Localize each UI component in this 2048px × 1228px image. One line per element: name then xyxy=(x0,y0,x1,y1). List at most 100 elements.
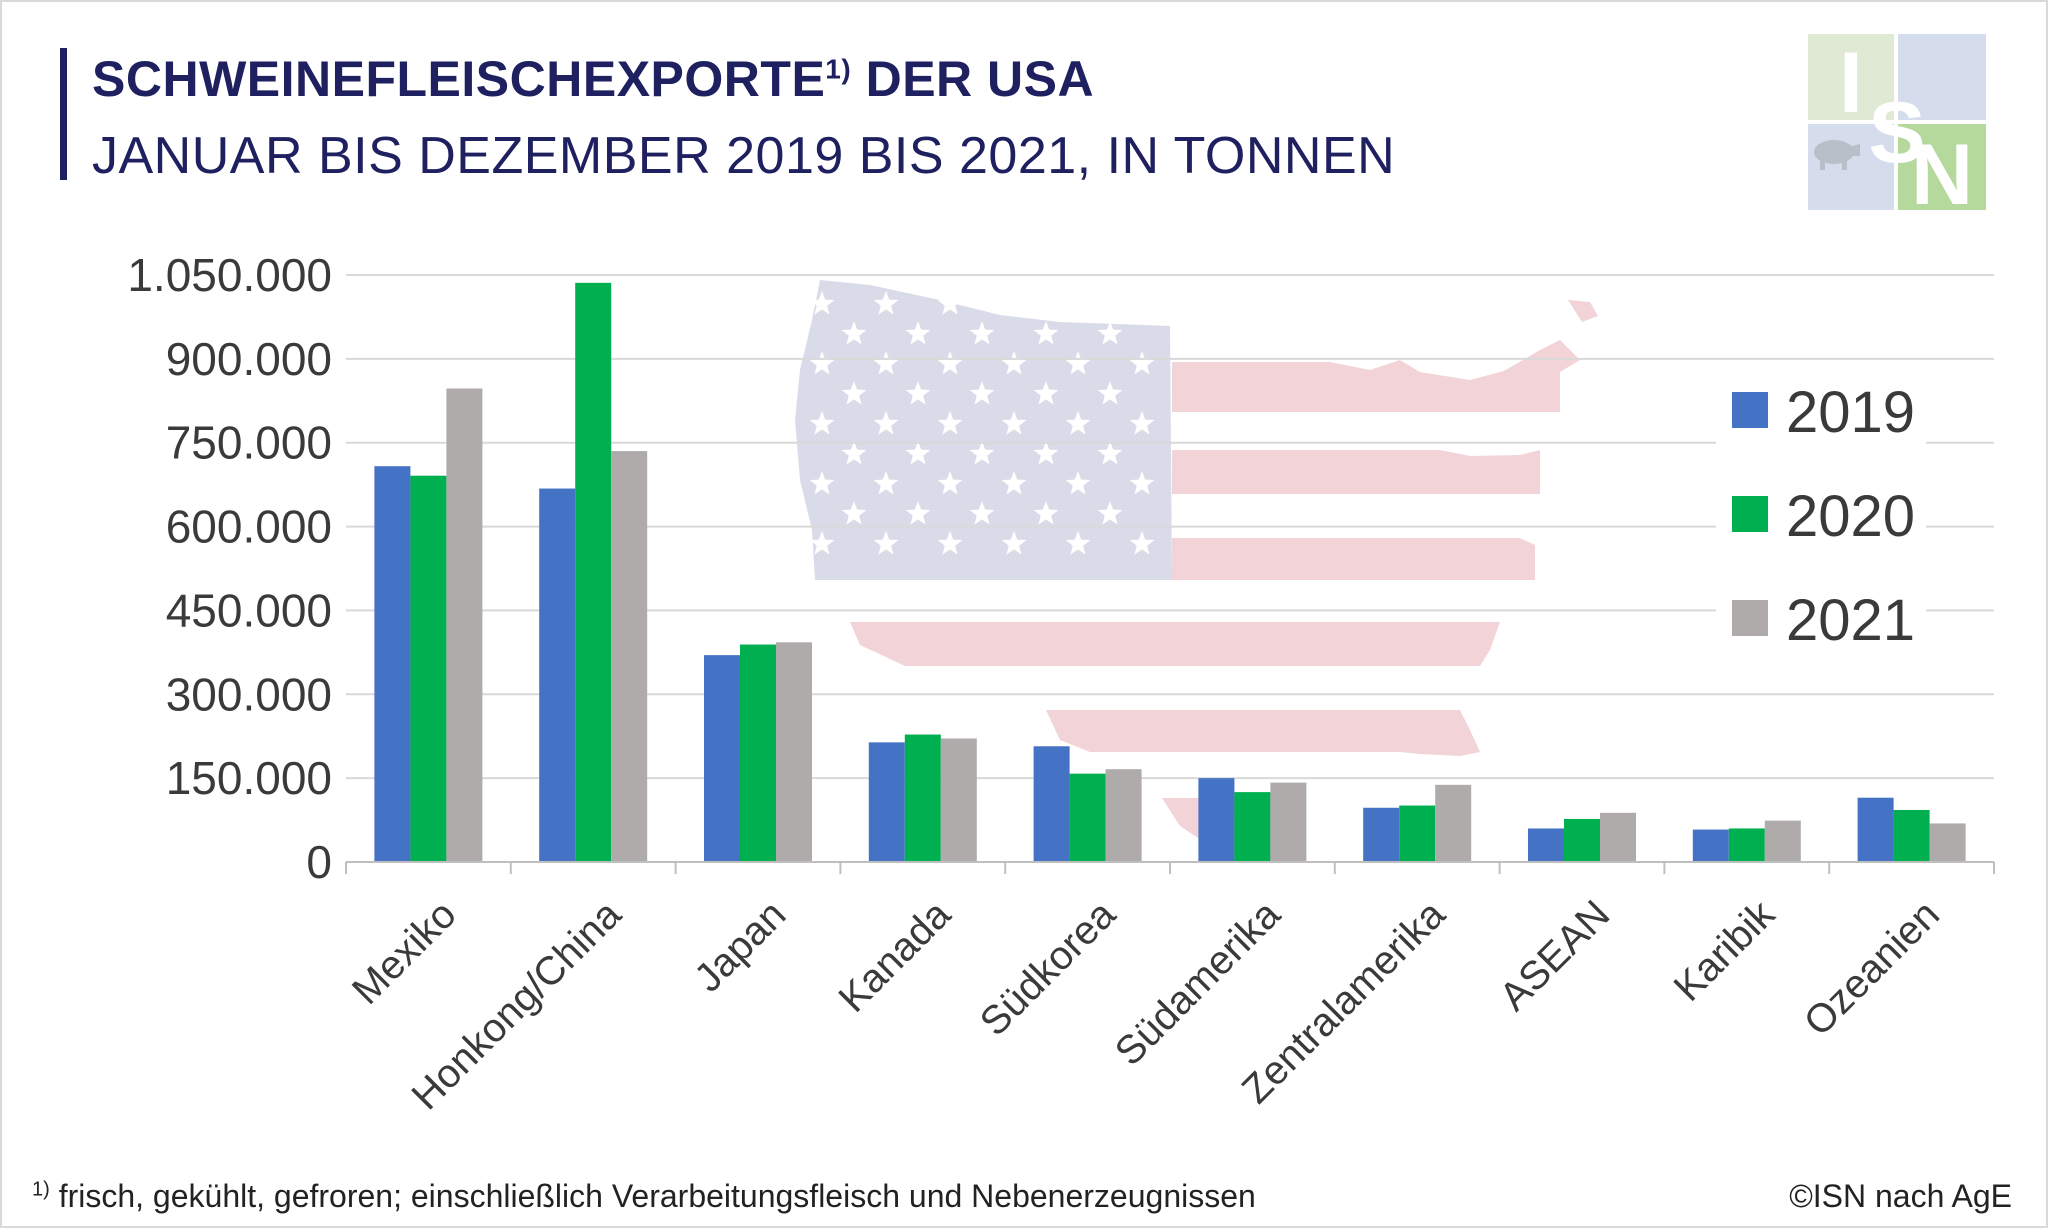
flag-star xyxy=(1129,351,1155,375)
bar-2020-ASEAN xyxy=(1564,818,1600,862)
bar-2020-Südkorea xyxy=(1069,773,1106,862)
flag-star xyxy=(1033,441,1059,465)
footnote-text: frisch, gekühlt, gefroren; einschließlic… xyxy=(49,1178,1256,1214)
bar-2020-Südamerika xyxy=(1234,792,1271,862)
flag-star xyxy=(873,471,899,495)
chart-title: SCHWEINEFLEISCHEXPORTE1) DER USA xyxy=(92,50,1094,108)
flag-star xyxy=(873,531,899,555)
flag-star xyxy=(1001,411,1027,435)
bar-2021-Mexiko xyxy=(446,388,483,862)
x-category-label: Südkorea xyxy=(972,892,1125,1045)
flag-star xyxy=(841,381,867,405)
chart-title-text: SCHWEINEFLEISCHEXPORTE xyxy=(92,51,826,107)
legend-label-2019: 2019 xyxy=(1786,380,1915,445)
flag-star xyxy=(1097,321,1123,345)
x-category-label: Südamerika xyxy=(1107,892,1290,1075)
usa-flag-map-icon xyxy=(795,280,1598,838)
bar-2020-Japan xyxy=(740,644,776,862)
flag-star xyxy=(1001,291,1027,315)
flag-star xyxy=(1129,411,1155,435)
flag-star xyxy=(905,381,931,405)
legend-label-2020: 2020 xyxy=(1786,484,1915,549)
flag-star xyxy=(1065,291,1091,315)
bar-2019-Karibik xyxy=(1692,829,1729,862)
bar-2020-Kanada xyxy=(904,734,941,862)
chart-title-footnote-mark: 1) xyxy=(825,53,852,85)
bar-2019-Südkorea xyxy=(1033,746,1070,862)
flag-star xyxy=(969,321,995,345)
bar-2021-Ozeanien xyxy=(1929,823,1966,862)
y-tick-label: 750.000 xyxy=(166,417,332,469)
bar-2021-Südamerika xyxy=(1270,782,1307,862)
legend: 2019 2020 2021 xyxy=(1732,380,1915,653)
flag-star xyxy=(937,291,963,315)
bar-2019-ASEAN xyxy=(1528,828,1564,862)
bar-2019-Honkong/China xyxy=(539,488,576,862)
bar-2021-Japan xyxy=(776,642,812,862)
flag-star xyxy=(905,501,931,525)
flag-star xyxy=(841,501,867,525)
flag-star xyxy=(1001,351,1027,375)
bar-2019-Südamerika xyxy=(1198,778,1235,862)
bar-2019-Kanada xyxy=(868,742,905,862)
flag-star xyxy=(809,531,835,555)
title-accent-bar xyxy=(60,48,67,180)
chart-subtitle: JANUAR BIS DEZEMBER 2019 BIS 2021, IN TO… xyxy=(92,127,1396,185)
flag-star xyxy=(809,471,835,495)
bar-series xyxy=(374,282,1966,862)
bar-2020-Karibik xyxy=(1728,828,1765,862)
bar-2021-ASEAN xyxy=(1600,812,1636,862)
flag-star xyxy=(1065,411,1091,435)
flag-star xyxy=(1065,471,1091,495)
x-category-label: Japan xyxy=(686,892,794,1000)
flag-star xyxy=(841,441,867,465)
flag-star xyxy=(905,321,931,345)
bar-2019-Mexiko xyxy=(374,466,411,862)
x-category-label: Mexiko xyxy=(344,892,465,1013)
flag-star xyxy=(809,351,835,375)
x-category-label: Kanada xyxy=(831,892,960,1021)
flag-star xyxy=(1033,501,1059,525)
x-category-label: Ozeanien xyxy=(1796,892,1948,1044)
bar-2019-Zentralamerika xyxy=(1363,807,1400,862)
bar-2021-Kanada xyxy=(940,738,977,862)
y-tick-label: 0 xyxy=(306,836,332,888)
legend-swatch-2019 xyxy=(1732,392,1768,428)
flag-star xyxy=(873,411,899,435)
flag-star xyxy=(1001,471,1027,495)
bar-2020-Zentralamerika xyxy=(1399,805,1436,862)
flag-star xyxy=(1065,531,1091,555)
flag-star xyxy=(873,291,899,315)
bar-2021-Honkong/China xyxy=(611,451,648,862)
legend-label-2021: 2021 xyxy=(1786,588,1915,653)
y-tick-label: 300.000 xyxy=(166,668,332,720)
logo-letter-i: I xyxy=(1839,35,1863,131)
pig-icon xyxy=(1814,140,1860,170)
flag-star xyxy=(873,351,899,375)
flag-star xyxy=(969,501,995,525)
x-category-label: ASEAN xyxy=(1491,892,1618,1019)
bar-2020-Ozeanien xyxy=(1893,810,1930,862)
y-tick-label: 900.000 xyxy=(166,333,332,385)
footnote: 1) frisch, gekühlt, gefroren; einschließ… xyxy=(32,1178,1256,1215)
flag-star xyxy=(1065,351,1091,375)
flag-star xyxy=(1097,381,1123,405)
isn-logo: I S N xyxy=(1808,34,1986,210)
flag-star xyxy=(809,411,835,435)
y-tick-label: 150.000 xyxy=(166,752,332,804)
bar-2020-Mexiko xyxy=(410,475,447,862)
flag-star xyxy=(937,411,963,435)
bar-2021-Karibik xyxy=(1764,820,1801,862)
legend-swatch-2020 xyxy=(1732,496,1768,532)
y-tick-label: 600.000 xyxy=(166,501,332,553)
bar-2019-Japan xyxy=(704,655,740,862)
bar-2021-Zentralamerika xyxy=(1435,784,1472,862)
bar-2020-Honkong/China xyxy=(575,282,612,862)
bar-chart: 0 150.000 300.000 450.000 600.000 750.000 900.… xyxy=(127,249,1995,1119)
flag-star xyxy=(809,291,835,315)
y-tick-label: 1.050.000 xyxy=(127,249,332,301)
flag-star xyxy=(1129,291,1155,315)
y-tick-label: 450.000 xyxy=(166,584,332,636)
